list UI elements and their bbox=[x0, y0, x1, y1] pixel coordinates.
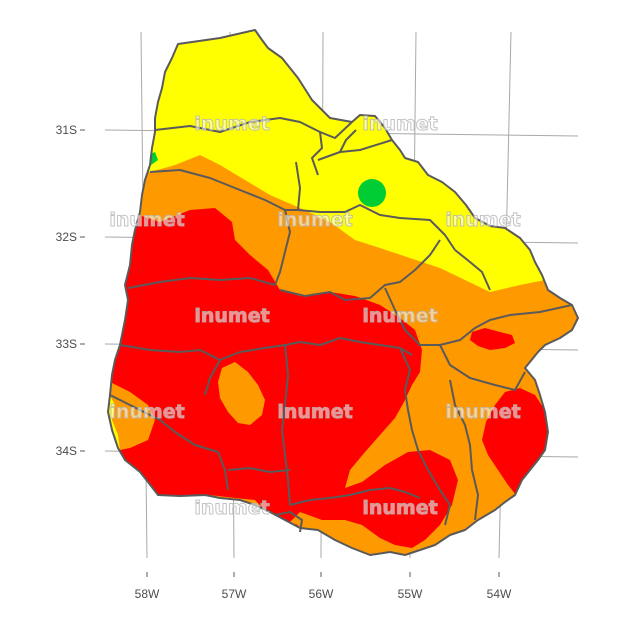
lon-label-56w: 56W bbox=[309, 587, 334, 601]
border-flores-south bbox=[217, 451, 229, 491]
border-flores bbox=[219, 337, 413, 361]
watermark: inumet bbox=[362, 305, 437, 327]
watermark: inumet bbox=[445, 401, 520, 423]
border-rionegro-soriano bbox=[119, 344, 221, 396]
watermark: inumet bbox=[194, 305, 269, 327]
border-tyt-cerro bbox=[454, 249, 491, 291]
watermarks: inumet inumet inumet inumet inumet inume… bbox=[109, 113, 521, 520]
lat-label-32s: 32S bbox=[56, 230, 77, 244]
border-treinta-rocha bbox=[439, 344, 526, 391]
country-outline bbox=[107, 29, 579, 556]
border-sanjose bbox=[227, 467, 291, 473]
border-rocha-maldonado bbox=[449, 379, 479, 521]
watermark: inumet bbox=[362, 113, 437, 135]
border-lavalleja bbox=[399, 347, 451, 526]
lat-label-34s: 34S bbox=[56, 444, 77, 458]
border-cerro-largo-east bbox=[439, 304, 573, 346]
lat-label-31s: 31S bbox=[56, 123, 77, 137]
lon-label-58w: 58W bbox=[135, 587, 160, 601]
border-soriano-colonia bbox=[109, 394, 219, 453]
border-rivera-south bbox=[295, 161, 456, 251]
border-tacuarembo-durazno bbox=[279, 239, 441, 301]
border-paysandu-tacuarembo bbox=[274, 209, 291, 286]
zone-red-spot bbox=[470, 328, 515, 350]
watermark: inumet bbox=[445, 209, 520, 231]
department-borders bbox=[107, 29, 579, 556]
watermark: inumet bbox=[109, 401, 184, 423]
watermark: inumet bbox=[277, 209, 352, 231]
border-rivera-west bbox=[311, 131, 323, 176]
zone-green bbox=[358, 179, 386, 207]
border-canelones bbox=[289, 487, 421, 506]
watermark: inumet bbox=[109, 209, 184, 231]
border-paysandu-rionegro bbox=[127, 277, 276, 289]
lat-label-33s: 33S bbox=[56, 337, 77, 351]
lon-label-57w: 57W bbox=[222, 587, 247, 601]
watermark: inumet bbox=[194, 113, 269, 135]
border-florida bbox=[281, 344, 291, 506]
watermark: inumet bbox=[194, 497, 269, 519]
zone-red bbox=[108, 200, 458, 548]
lon-label-55w: 55W bbox=[398, 587, 423, 601]
zone-orange-island bbox=[218, 362, 265, 425]
border-cerro-largo-tyt bbox=[384, 287, 440, 346]
watermark: inumet bbox=[277, 401, 352, 423]
border-rivera-tacuarembo bbox=[317, 139, 393, 161]
border-montevideo bbox=[274, 511, 303, 533]
watermark: inumet bbox=[362, 497, 437, 519]
axes: 31S 32S 33S 34S 58W 57W 56W 55W 54W bbox=[56, 123, 512, 601]
lon-label-54w: 54W bbox=[487, 587, 512, 601]
border-rivera-north bbox=[339, 129, 357, 153]
border-artigas bbox=[154, 117, 353, 139]
